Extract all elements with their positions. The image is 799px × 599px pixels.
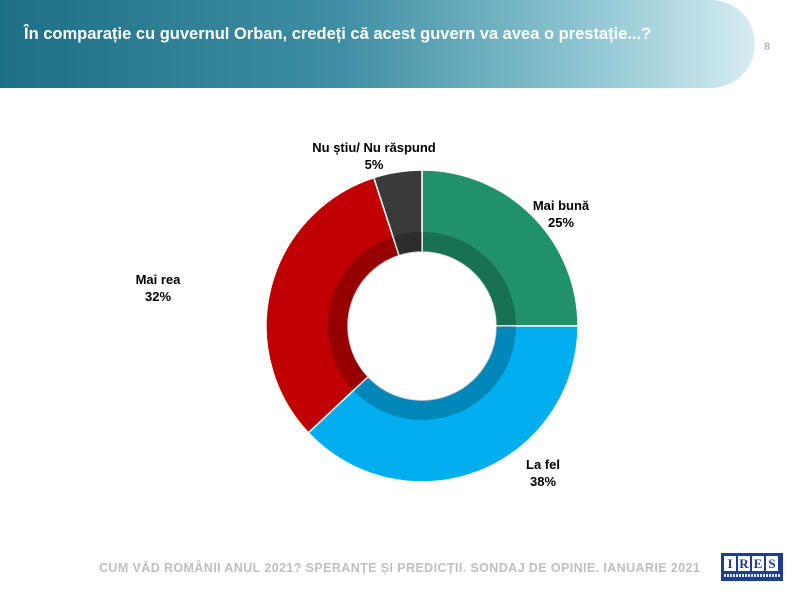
- footer-caption: CUM VĂD ROMÂNII ANUL 2021? SPERANȚE ȘI P…: [99, 561, 701, 575]
- ires-logo: I R E S: [721, 553, 783, 581]
- slice-value-la-fel: 38%: [530, 474, 556, 489]
- logo-subtitle: [724, 574, 780, 577]
- page-number: 8: [764, 41, 771, 53]
- slice-la-fel: [307, 325, 579, 483]
- slice-label-mai-rea: Mai rea: [136, 272, 182, 287]
- logo-letter-e: E: [752, 556, 764, 571]
- donut-slices: [265, 169, 579, 483]
- slice-label-la-fel: La fel: [526, 457, 560, 472]
- donut-labels: Mai bună 25% La fel 38% Mai rea 32% Nu știu/ N…: [136, 140, 590, 489]
- slice-label-mai-buna: Mai bună: [533, 198, 590, 213]
- slice-shade-mai-buna: [422, 232, 516, 326]
- slice-shade-la-fel: [353, 326, 516, 420]
- slice-nu-stiu-nu-raspund: [372, 169, 423, 257]
- logo-letter-r: R: [738, 556, 750, 571]
- slice-mai-rea: [265, 176, 401, 434]
- header-band: [0, 0, 755, 88]
- slice-mai-buna: [421, 169, 579, 327]
- slice-shade-mai-rea: [328, 236, 400, 391]
- logo-letter-i: I: [724, 556, 736, 571]
- slice-shade-nu-stiu-nu-raspund: [392, 232, 422, 256]
- slice-value-mai-rea: 32%: [145, 289, 171, 304]
- logo-letter-s: S: [766, 556, 778, 571]
- slice-value-mai-buna: 25%: [548, 215, 574, 230]
- slice-value-nu-stiu-nu-raspund: 5%: [365, 157, 384, 172]
- slide-title: În comparație cu guvernul Orban, credeți…: [24, 25, 652, 43]
- slice-label-nu-stiu-nu-raspund: Nu știu/ Nu răspund: [312, 140, 436, 155]
